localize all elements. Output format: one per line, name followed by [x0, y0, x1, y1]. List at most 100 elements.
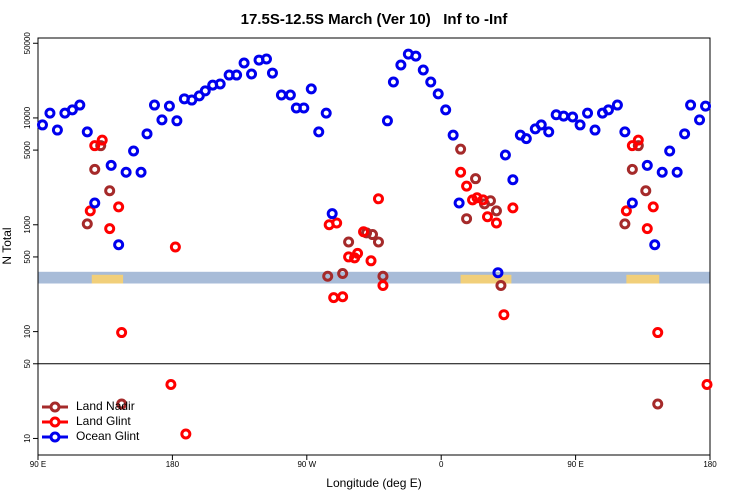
point	[492, 267, 504, 279]
point	[260, 53, 272, 65]
point	[377, 280, 389, 292]
point	[410, 50, 422, 62]
shaded-region	[91, 274, 124, 284]
point	[395, 59, 407, 71]
x-tick-label: 0	[439, 460, 444, 469]
point	[381, 115, 393, 127]
point	[266, 67, 278, 79]
legend-marker	[49, 431, 61, 443]
point	[417, 64, 429, 76]
point	[113, 201, 125, 213]
point	[652, 398, 664, 410]
point	[298, 102, 310, 114]
point	[66, 104, 78, 116]
point	[461, 213, 473, 225]
point	[365, 255, 377, 267]
point	[89, 163, 101, 175]
point	[74, 99, 86, 111]
point	[238, 57, 250, 69]
point	[387, 76, 399, 88]
point	[647, 201, 659, 213]
point	[520, 133, 532, 145]
point	[574, 119, 586, 131]
y-tick-label: 50000	[23, 32, 32, 55]
point	[490, 217, 502, 229]
point	[36, 119, 48, 131]
point	[148, 99, 160, 111]
point	[105, 159, 117, 171]
point	[337, 267, 349, 279]
point	[84, 205, 96, 217]
point	[320, 107, 332, 119]
legend-label: Land Glint	[76, 414, 131, 428]
point	[135, 166, 147, 178]
point	[104, 185, 116, 197]
point	[652, 327, 664, 339]
point	[632, 134, 644, 146]
point	[165, 378, 177, 390]
point	[447, 129, 459, 141]
point	[582, 107, 594, 119]
point	[700, 100, 712, 112]
point	[116, 327, 128, 339]
point	[81, 218, 93, 230]
point	[619, 218, 631, 230]
shaded-region	[626, 274, 660, 284]
point	[128, 145, 140, 157]
point	[199, 85, 211, 97]
point	[180, 428, 192, 440]
point	[620, 205, 632, 217]
band	[38, 271, 710, 284]
point	[432, 88, 444, 100]
point	[367, 229, 379, 241]
point	[611, 99, 623, 111]
point	[535, 119, 547, 131]
point	[490, 205, 502, 217]
legend-marker	[49, 416, 61, 428]
point	[81, 126, 93, 138]
point	[455, 143, 467, 155]
legend-marker	[49, 401, 61, 413]
point	[477, 194, 489, 206]
point	[649, 239, 661, 251]
point	[352, 247, 364, 259]
point	[169, 241, 181, 253]
point	[567, 111, 579, 123]
point	[495, 280, 507, 292]
point	[619, 126, 631, 138]
point	[425, 76, 437, 88]
x-tick-label: 90 E	[567, 460, 583, 469]
point	[372, 193, 384, 205]
point	[602, 104, 614, 116]
y-tick-label: 5000	[23, 141, 32, 159]
point	[343, 251, 355, 263]
x-tick-label: 180	[703, 460, 717, 469]
y-tick-label: 1000	[23, 215, 32, 233]
point	[694, 114, 706, 126]
y-tick-label: 50	[23, 359, 32, 368]
point	[104, 223, 116, 235]
legend-label: Land Nadir	[76, 399, 135, 413]
point	[626, 163, 638, 175]
shaded-region	[460, 274, 512, 284]
point	[498, 309, 510, 321]
point	[331, 217, 343, 229]
point	[671, 166, 683, 178]
point	[641, 223, 653, 235]
point	[499, 149, 511, 161]
x-tick-label: 180	[166, 460, 180, 469]
chart-title: 17.5S-12.5S March (Ver 10) Inf to -Inf	[241, 11, 509, 28]
point	[51, 124, 63, 136]
point	[44, 107, 56, 119]
point	[113, 239, 125, 251]
point	[626, 140, 638, 152]
point	[626, 197, 638, 209]
point	[656, 166, 668, 178]
point	[589, 124, 601, 136]
point	[685, 99, 697, 111]
point	[231, 69, 243, 81]
point	[120, 166, 132, 178]
point	[481, 211, 493, 223]
